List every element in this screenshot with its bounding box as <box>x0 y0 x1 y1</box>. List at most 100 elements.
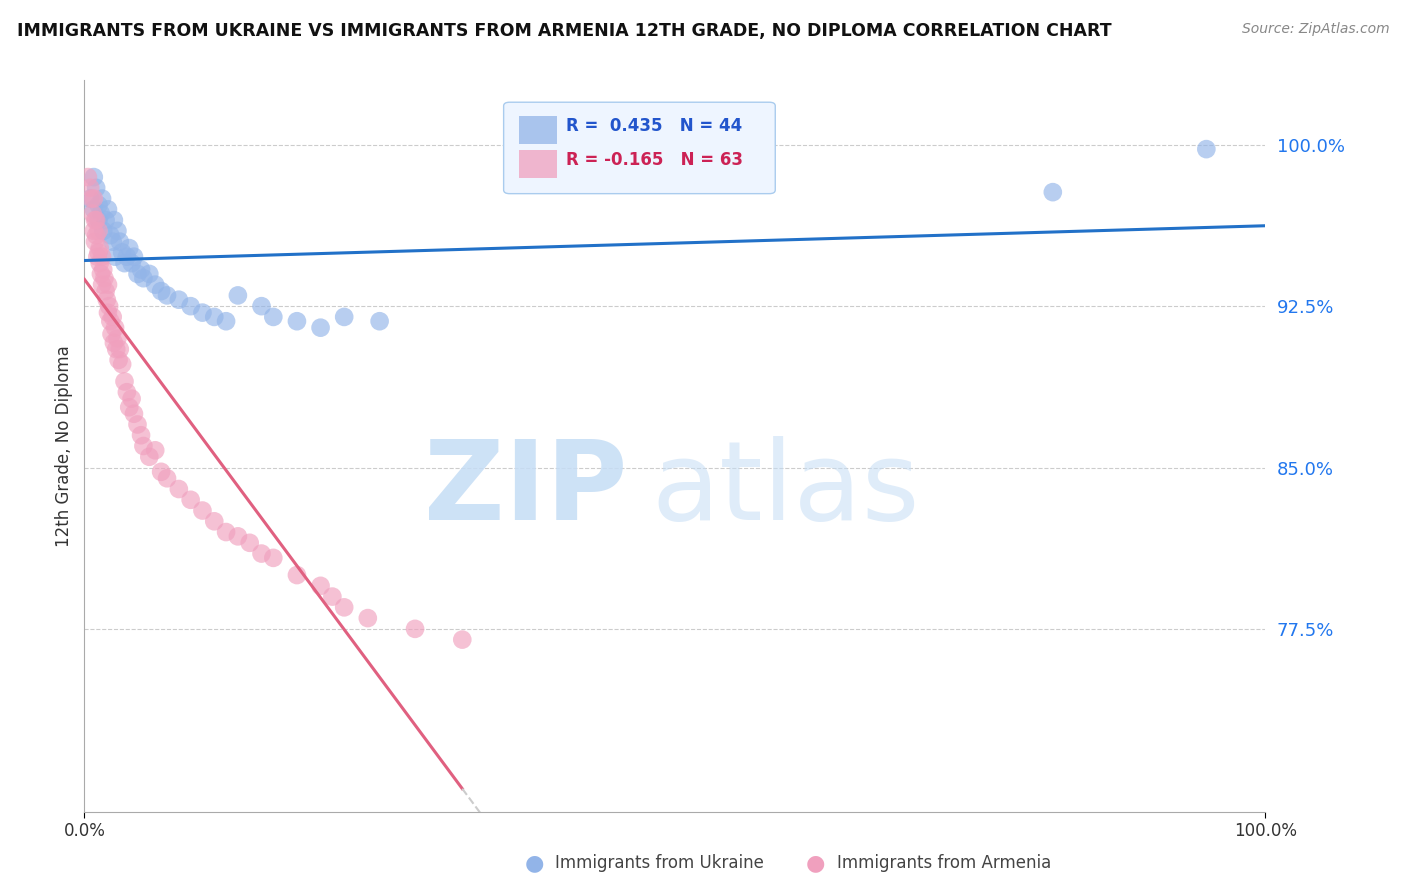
Point <box>84 228 107 243</box>
Point <box>87 224 110 238</box>
Point <box>118 401 141 415</box>
Point <box>115 385 138 400</box>
Point <box>91 224 114 238</box>
Point <box>215 314 238 328</box>
Text: Source: ZipAtlas.com: Source: ZipAtlas.com <box>1241 22 1389 37</box>
Point <box>167 482 190 496</box>
Point <box>143 277 166 292</box>
Point <box>93 271 115 285</box>
Point <box>368 314 391 328</box>
Point <box>98 228 121 243</box>
Text: IMMIGRANTS FROM UKRAINE VS IMMIGRANTS FROM ARMENIA 12TH GRADE, NO DIPLOMA CORREL: IMMIGRANTS FROM UKRAINE VS IMMIGRANTS FR… <box>17 22 1112 40</box>
Point <box>156 471 179 485</box>
Text: R = -0.165   N = 63: R = -0.165 N = 63 <box>567 151 744 169</box>
Point <box>191 503 214 517</box>
Point <box>98 299 121 313</box>
Point <box>94 213 117 227</box>
Point <box>202 310 225 324</box>
Point <box>83 192 105 206</box>
Point <box>108 342 131 356</box>
Point <box>101 235 124 249</box>
Point <box>91 250 114 264</box>
Text: ZIP: ZIP <box>425 436 627 543</box>
Point <box>97 202 120 217</box>
Text: Immigrants from Armenia: Immigrants from Armenia <box>837 855 1050 872</box>
Point <box>97 305 120 319</box>
Text: R =  0.435   N = 44: R = 0.435 N = 44 <box>567 118 742 136</box>
Point <box>111 245 134 260</box>
Point <box>84 213 107 227</box>
Point <box>143 443 166 458</box>
Point <box>107 224 129 238</box>
Point <box>91 277 114 292</box>
Point <box>333 600 356 615</box>
Point <box>191 305 214 319</box>
Point <box>132 439 155 453</box>
Point <box>114 375 136 389</box>
Point <box>215 524 238 539</box>
Text: ●: ● <box>524 854 544 873</box>
Point <box>122 407 145 421</box>
Point <box>84 181 107 195</box>
Point <box>129 428 152 442</box>
Point <box>83 224 105 238</box>
Point <box>107 331 129 345</box>
Point <box>77 170 100 185</box>
Point <box>91 262 114 277</box>
Point <box>84 235 107 249</box>
Point <box>404 622 426 636</box>
Point <box>91 192 114 206</box>
Point <box>79 181 101 195</box>
FancyBboxPatch shape <box>519 116 557 144</box>
Point <box>111 357 134 371</box>
Point <box>87 245 110 260</box>
Point <box>108 235 131 249</box>
Point <box>86 250 108 264</box>
Point <box>98 314 121 328</box>
Point <box>129 262 152 277</box>
Point <box>262 550 284 565</box>
Text: atlas: atlas <box>651 436 920 543</box>
Point <box>167 293 190 307</box>
Point <box>321 590 343 604</box>
Point <box>451 632 474 647</box>
Y-axis label: 12th Grade, No Diploma: 12th Grade, No Diploma <box>55 345 73 547</box>
Point <box>80 192 103 206</box>
Point <box>114 256 136 270</box>
Point <box>82 207 104 221</box>
Point <box>118 241 141 255</box>
Point <box>357 611 380 625</box>
Point <box>122 250 145 264</box>
Point <box>226 288 249 302</box>
Point <box>121 392 143 406</box>
Point <box>1042 185 1064 199</box>
Point <box>132 271 155 285</box>
Point <box>202 514 225 528</box>
Point <box>127 417 149 432</box>
Point <box>138 450 160 464</box>
Point <box>180 299 202 313</box>
Point <box>103 335 125 350</box>
Point <box>79 192 101 206</box>
Point <box>250 299 273 313</box>
Point <box>83 202 105 217</box>
Point <box>89 241 111 255</box>
Point <box>83 170 105 185</box>
Point <box>285 568 308 582</box>
Point <box>115 250 138 264</box>
Point <box>250 547 273 561</box>
Text: Immigrants from Ukraine: Immigrants from Ukraine <box>555 855 765 872</box>
Point <box>90 267 112 281</box>
Point <box>97 277 120 292</box>
Point <box>127 267 149 281</box>
Point <box>121 256 143 270</box>
Point <box>226 529 249 543</box>
Text: ●: ● <box>806 854 825 873</box>
Point <box>84 213 107 227</box>
FancyBboxPatch shape <box>519 150 557 178</box>
Point <box>100 327 122 342</box>
Point <box>333 310 356 324</box>
Point <box>107 353 129 368</box>
Point <box>262 310 284 324</box>
Point <box>87 198 110 212</box>
